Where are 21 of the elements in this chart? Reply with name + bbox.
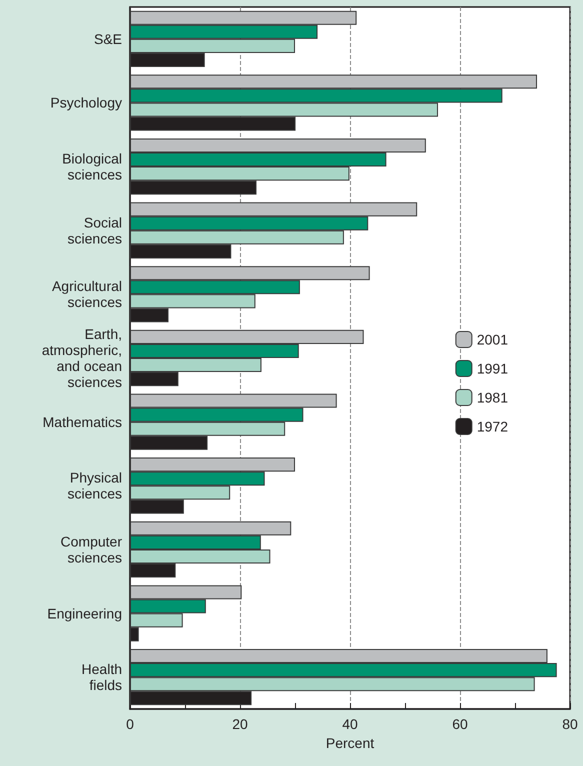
y-tick-label: Agricultural sciences: [52, 278, 122, 310]
y-tick-label: S&E: [94, 30, 122, 47]
x-tick-label: 40: [342, 716, 358, 732]
x-tick-label: 60: [452, 716, 468, 732]
y-tick-label: Mathematics: [42, 414, 122, 430]
y-tick-label: Biological sciences: [62, 150, 122, 183]
legend-label: 1981: [476, 390, 508, 406]
x-axis-title: Percent: [326, 734, 374, 751]
legend-label: 2001: [476, 332, 508, 348]
x-tick-label: 0: [126, 716, 134, 732]
y-tick-label: Psychology: [50, 94, 122, 111]
legend-label: 1972: [476, 418, 508, 434]
x-tick-label: 20: [232, 716, 248, 732]
y-tick-label: Social sciences: [68, 214, 122, 246]
y-tick-label: Earth, atmospheric, and ocean sciences: [42, 326, 122, 390]
y-tick-label: Physical sciences: [68, 470, 122, 502]
y-tick-label: Health fields: [82, 661, 122, 694]
y-tick-label: Computer sciences: [60, 533, 122, 566]
legend-label: 1991: [476, 360, 508, 376]
x-tick-label: 80: [562, 716, 578, 732]
y-tick-label: Engineering: [47, 605, 122, 622]
